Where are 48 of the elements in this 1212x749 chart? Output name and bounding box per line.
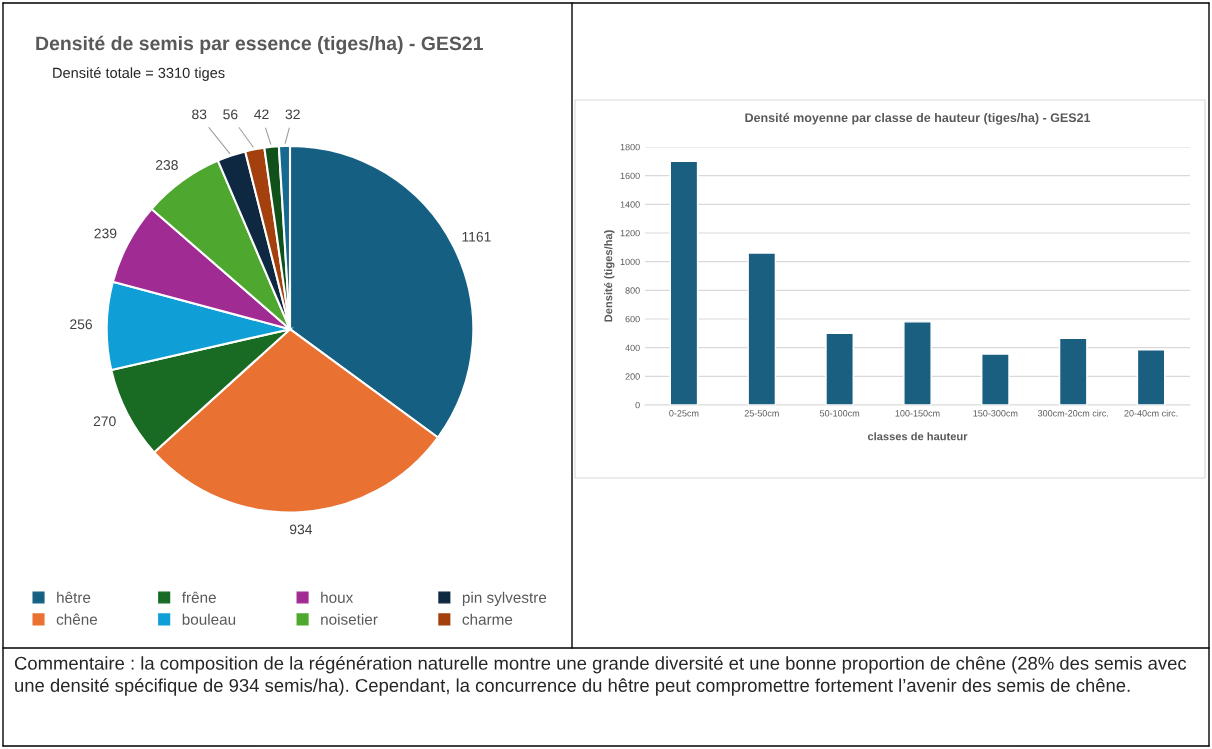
legend-label: pin sylvestre — [462, 591, 547, 606]
data-label: 1161 — [462, 231, 491, 242]
legend-label: noisetier — [321, 613, 378, 625]
data-label: 934 — [289, 524, 313, 535]
legend-label: charme — [462, 613, 513, 625]
data-label: 256 — [70, 319, 93, 330]
data-label: 83 — [192, 109, 207, 120]
data-label: 56 — [223, 109, 238, 120]
y-axis-title: Densité (tiges/ha) — [604, 230, 615, 322]
y-tick-label: 600 — [625, 315, 640, 323]
data-label: 270 — [93, 416, 116, 427]
y-tick-label: 400 — [625, 344, 640, 352]
data-label: 238 — [155, 160, 178, 170]
y-tick-label: 0 — [635, 401, 640, 409]
data-label: 42 — [254, 109, 269, 120]
x-axis-title: classes de hauteur — [867, 432, 968, 441]
chart-subtitle: Densité totale = 3310 tiges — [53, 67, 225, 81]
x-tick-label: 300cm-20cm circ. — [1037, 409, 1109, 417]
bar — [903, 321, 932, 405]
bar — [1136, 349, 1166, 405]
x-tick-label: 100-150cm — [895, 410, 940, 417]
data-label: 32 — [285, 109, 300, 120]
x-tick-label: 25-50cm — [744, 410, 779, 417]
legend-label: bouleau — [182, 613, 236, 625]
legend-label: frêne — [181, 591, 216, 603]
legend-label: hêtre — [57, 591, 91, 603]
y-tick-label: 1800 — [620, 143, 640, 151]
text: Commentaire : la composition de la régénération naturelle montre une grande diversité et une bonne proportion de chêne (28% des semis avec une densité spécifique de 934 semis/ha). Cependant, la concurrence du hêtre peut compromettre fortement l’avenir des semis de chêne. — [14, 656, 1187, 696]
y-tick-label: 200 — [625, 373, 640, 380]
bar — [747, 252, 777, 405]
chart-title: Densité de semis par essence (tiges/ha) - GES21 — [36, 35, 483, 55]
chart-title: Densité moyenne par classe de hauteur (tiges/ha) - GES21 — [745, 112, 1091, 125]
y-tick-label: 800 — [625, 287, 640, 294]
bar — [981, 353, 1010, 405]
bar — [825, 332, 854, 405]
y-tick-label: 1400 — [620, 201, 640, 208]
x-tick-label: 20-40cm circ. — [1124, 409, 1178, 417]
y-tick-label: 1000 — [620, 258, 640, 266]
legend-label: chêne — [56, 613, 98, 625]
y-tick-label: 1600 — [620, 172, 640, 180]
data-label: 239 — [94, 228, 117, 239]
bar — [669, 160, 699, 405]
x-tick-label: 50-100cm — [819, 410, 860, 417]
x-tick-label: 150-300cm — [973, 410, 1018, 417]
x-tick-label: 0-25cm — [669, 410, 699, 417]
bar — [1058, 337, 1088, 405]
y-tick-label: 1200 — [620, 229, 640, 237]
legend-label: houx — [321, 591, 354, 603]
